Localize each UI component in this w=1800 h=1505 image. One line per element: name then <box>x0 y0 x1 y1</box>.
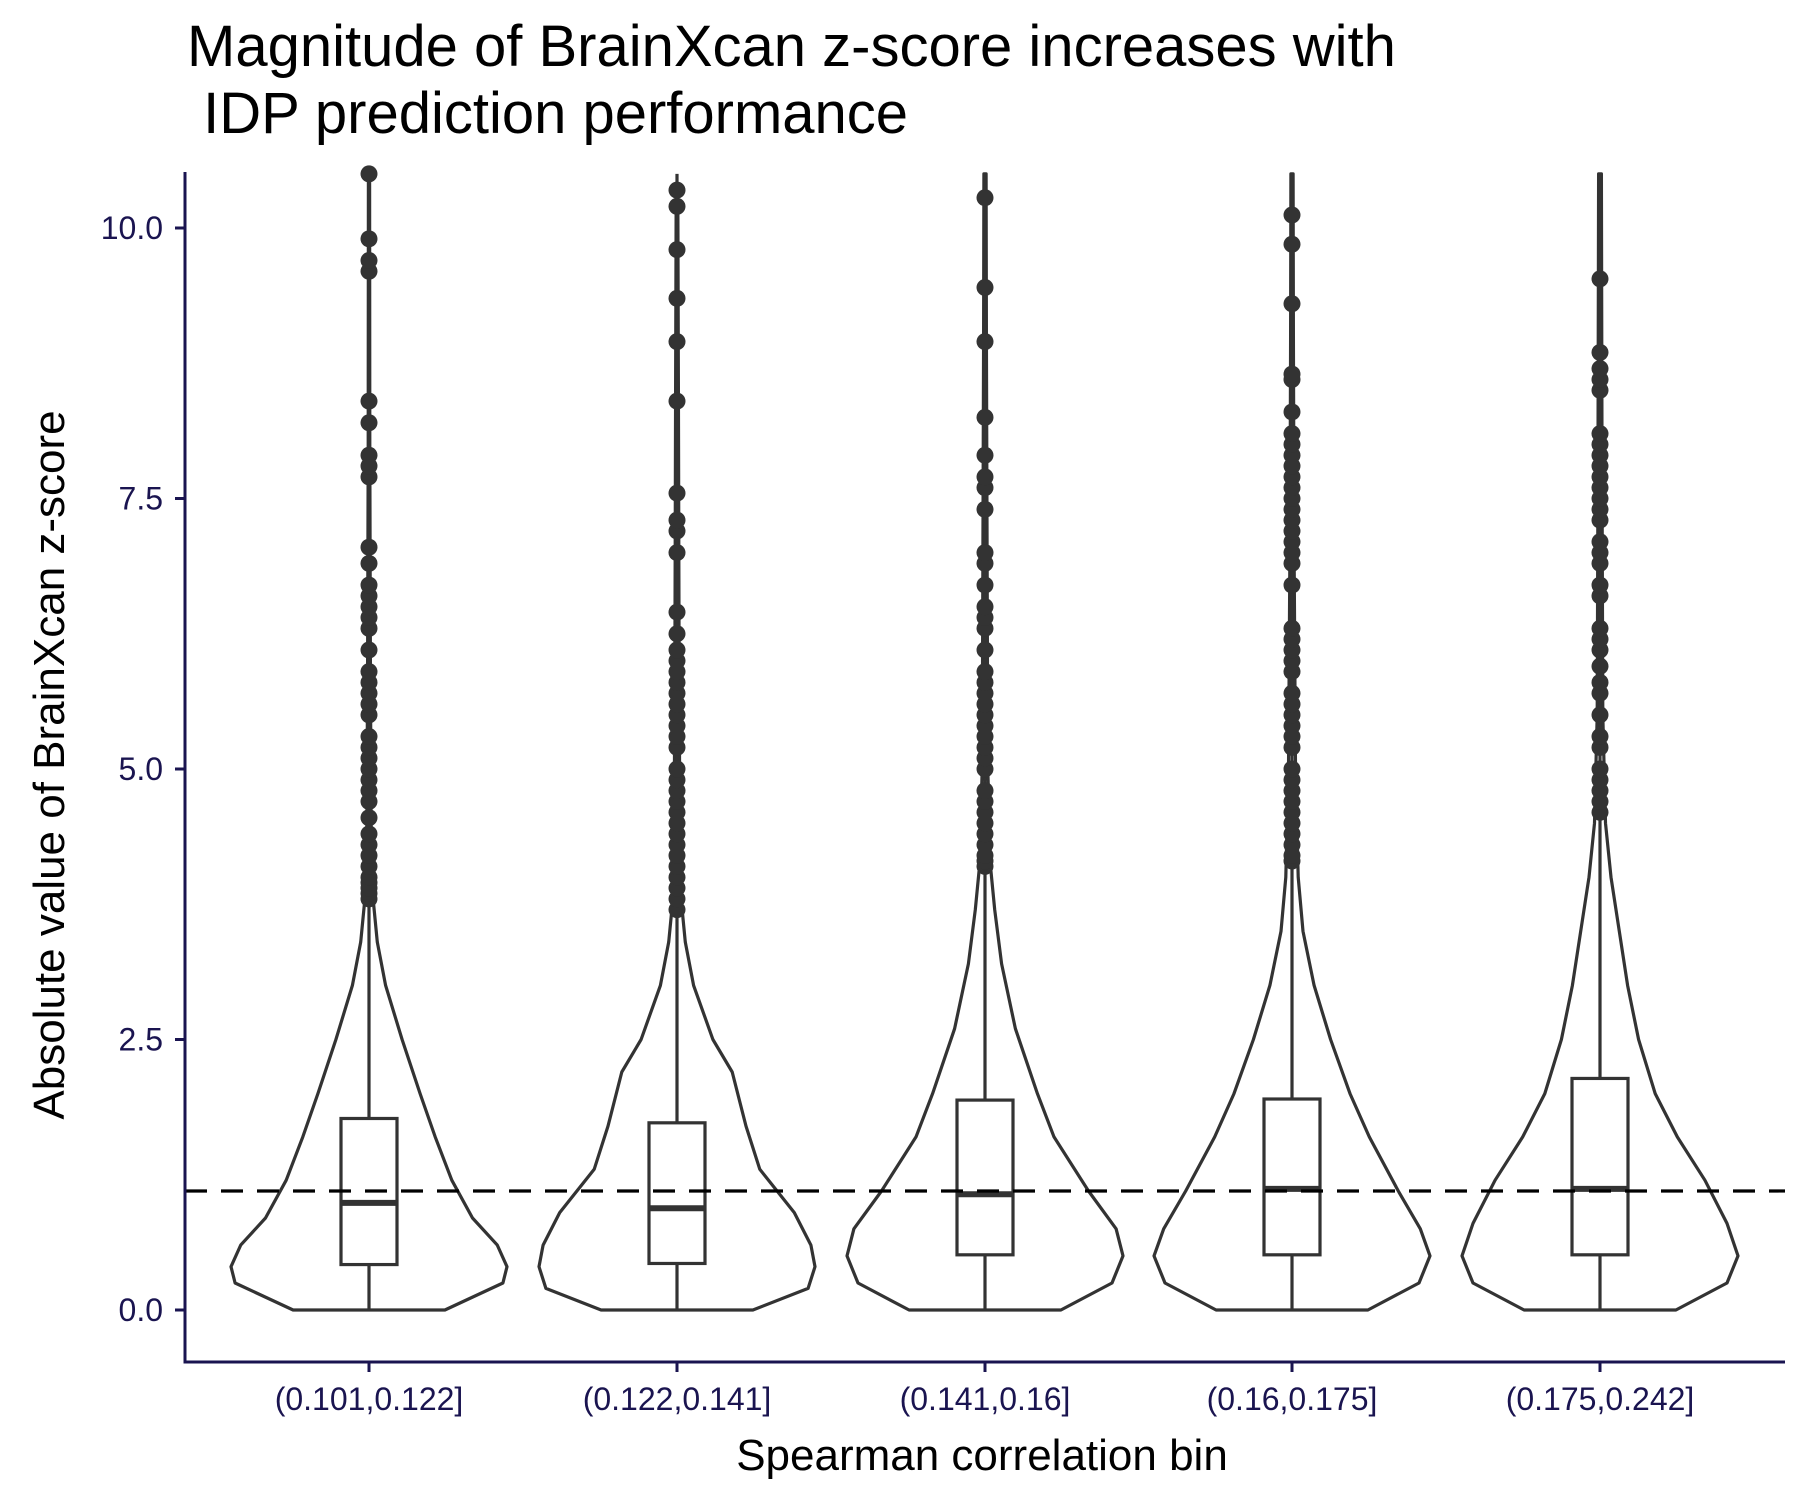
outlier-point <box>1283 684 1301 702</box>
outlier-point <box>360 576 378 594</box>
title-line-1: Magnitude of BrainXcan z-score increases… <box>187 14 1396 79</box>
outlier-point <box>668 603 686 621</box>
chart-title: Magnitude of BrainXcan z-score increases… <box>187 14 1396 146</box>
outlier-point <box>976 333 994 351</box>
outlier-point <box>360 641 378 659</box>
outlier-point <box>1591 270 1609 288</box>
y-tick-label: 7.5 <box>119 481 163 517</box>
box-4 <box>1262 1097 1322 1257</box>
y-tick-label: 5.0 <box>119 751 163 787</box>
outlier-point <box>360 809 378 827</box>
outlier-point <box>1591 760 1609 778</box>
outlier-point <box>976 446 994 464</box>
outlier-point <box>360 251 378 269</box>
outlier-point <box>668 289 686 307</box>
outlier-point <box>668 484 686 502</box>
outlier-point <box>1283 425 1301 443</box>
outlier-point <box>1283 365 1301 383</box>
box-3 <box>955 1098 1015 1257</box>
outlier-point <box>668 197 686 215</box>
outlier-point <box>1283 235 1301 253</box>
outlier-point <box>360 165 378 183</box>
outlier-point <box>976 544 994 562</box>
outlier-point <box>1591 619 1609 637</box>
outlier-point <box>1591 673 1609 691</box>
outlier-point <box>360 414 378 432</box>
x-tick-label: (0.122,0.141] <box>583 1381 772 1417</box>
outlier-point <box>1591 425 1609 443</box>
plot-area: 0.0 2.5 5.0 7.5 10.0 (0.101,0.122] (0.122,0.14… <box>101 165 1785 1417</box>
outlier-point <box>1591 728 1609 746</box>
outlier-point <box>976 500 994 518</box>
x-tick-label: (0.16,0.175] <box>1207 1381 1378 1417</box>
outlier-point <box>668 641 686 659</box>
outlier-point <box>976 641 994 659</box>
x-tick-label: (0.101,0.122] <box>275 1381 464 1417</box>
outlier-point <box>668 760 686 778</box>
outlier-point <box>360 538 378 556</box>
x-tick-label: (0.141,0.16] <box>900 1381 1071 1417</box>
outlier-point <box>1591 576 1609 594</box>
y-tick-label: 0.0 <box>119 1292 163 1328</box>
outlier-point <box>1283 576 1301 594</box>
outlier-point <box>668 392 686 410</box>
outlier-point <box>360 663 378 681</box>
x-tick-label: (0.175,0.242] <box>1506 1381 1695 1417</box>
outlier-point <box>1283 760 1301 778</box>
x-axis-title: Spearman correlation bin <box>736 1431 1228 1480</box>
outlier-point <box>668 241 686 259</box>
outlier-point <box>1283 403 1301 421</box>
outlier-point <box>1283 206 1301 224</box>
outlier-point <box>1591 533 1609 551</box>
outlier-point <box>1591 343 1609 361</box>
outlier-point <box>976 576 994 594</box>
outlier-point <box>668 544 686 562</box>
outlier-point <box>1591 657 1609 675</box>
outlier-point <box>1591 706 1609 724</box>
y-tick-label: 10.0 <box>101 210 163 246</box>
outlier-point <box>360 446 378 464</box>
box-2 <box>647 1121 707 1266</box>
outlier-point <box>668 625 686 643</box>
outlier-point <box>976 663 994 681</box>
outlier-point <box>668 181 686 199</box>
y-axis-title: Absolute value of BrainXcan z-score <box>25 410 74 1119</box>
outlier-point <box>668 511 686 529</box>
outlier-point <box>976 189 994 207</box>
outlier-point <box>976 279 994 297</box>
outlier-point <box>360 230 378 248</box>
outlier-point <box>1283 619 1301 637</box>
outlier-point <box>1591 360 1609 378</box>
outlier-point <box>360 728 378 746</box>
outlier-point <box>976 598 994 616</box>
title-line-2: IDP prediction performance <box>187 81 908 146</box>
outlier-point <box>976 782 994 800</box>
outlier-point <box>976 408 994 426</box>
outlier-point <box>668 333 686 351</box>
y-tick-label: 2.5 <box>119 1022 163 1058</box>
outlier-point <box>976 468 994 486</box>
outlier-point <box>360 825 378 843</box>
outlier-point <box>360 554 378 572</box>
outlier-point <box>1283 295 1301 313</box>
box-5 <box>1570 1076 1630 1257</box>
outlier-point <box>360 392 378 410</box>
